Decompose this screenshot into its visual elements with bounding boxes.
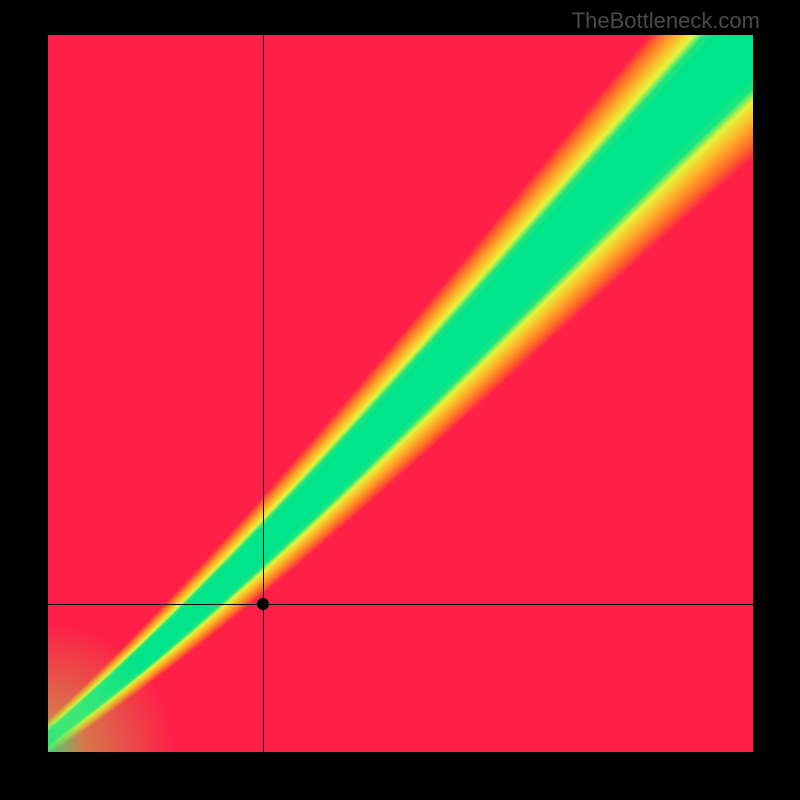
heatmap-canvas <box>48 35 753 752</box>
attribution-text: TheBottleneck.com <box>572 8 760 34</box>
crosshair-vertical <box>263 35 264 752</box>
marker-point <box>257 598 269 610</box>
plot-area <box>48 35 753 752</box>
crosshair-horizontal <box>48 604 753 605</box>
